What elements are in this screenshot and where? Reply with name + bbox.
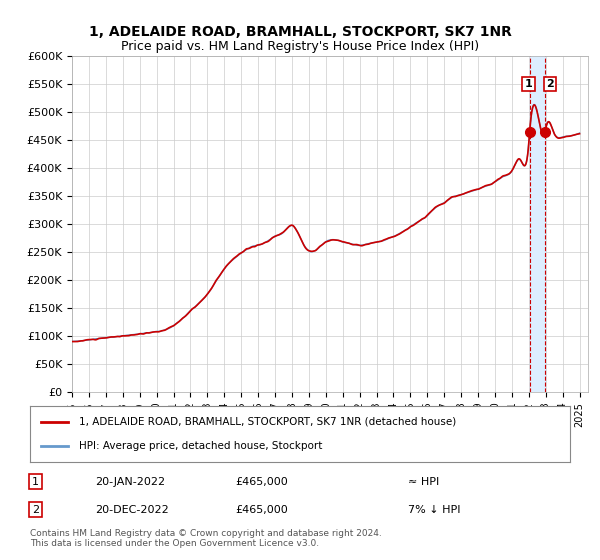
Text: 1: 1 bbox=[524, 79, 532, 89]
Text: 1, ADELAIDE ROAD, BRAMHALL, STOCKPORT, SK7 1NR (detached house): 1, ADELAIDE ROAD, BRAMHALL, STOCKPORT, S… bbox=[79, 417, 456, 427]
Text: HPI: Average price, detached house, Stockport: HPI: Average price, detached house, Stoc… bbox=[79, 441, 322, 451]
Text: Contains HM Land Registry data © Crown copyright and database right 2024.: Contains HM Land Registry data © Crown c… bbox=[30, 529, 382, 538]
Text: 1, ADELAIDE ROAD, BRAMHALL, STOCKPORT, SK7 1NR: 1, ADELAIDE ROAD, BRAMHALL, STOCKPORT, S… bbox=[89, 25, 511, 39]
Text: 1: 1 bbox=[32, 477, 39, 487]
Text: £465,000: £465,000 bbox=[235, 505, 288, 515]
Text: 2: 2 bbox=[546, 79, 554, 89]
Text: 20-DEC-2022: 20-DEC-2022 bbox=[95, 505, 169, 515]
Text: £465,000: £465,000 bbox=[235, 477, 288, 487]
Text: 2: 2 bbox=[32, 505, 39, 515]
Text: 20-JAN-2022: 20-JAN-2022 bbox=[95, 477, 165, 487]
Text: 7% ↓ HPI: 7% ↓ HPI bbox=[408, 505, 461, 515]
Text: This data is licensed under the Open Government Licence v3.0.: This data is licensed under the Open Gov… bbox=[30, 539, 319, 548]
Bar bbox=[530, 56, 545, 392]
Text: Price paid vs. HM Land Registry's House Price Index (HPI): Price paid vs. HM Land Registry's House … bbox=[121, 40, 479, 53]
Text: ≈ HPI: ≈ HPI bbox=[408, 477, 439, 487]
